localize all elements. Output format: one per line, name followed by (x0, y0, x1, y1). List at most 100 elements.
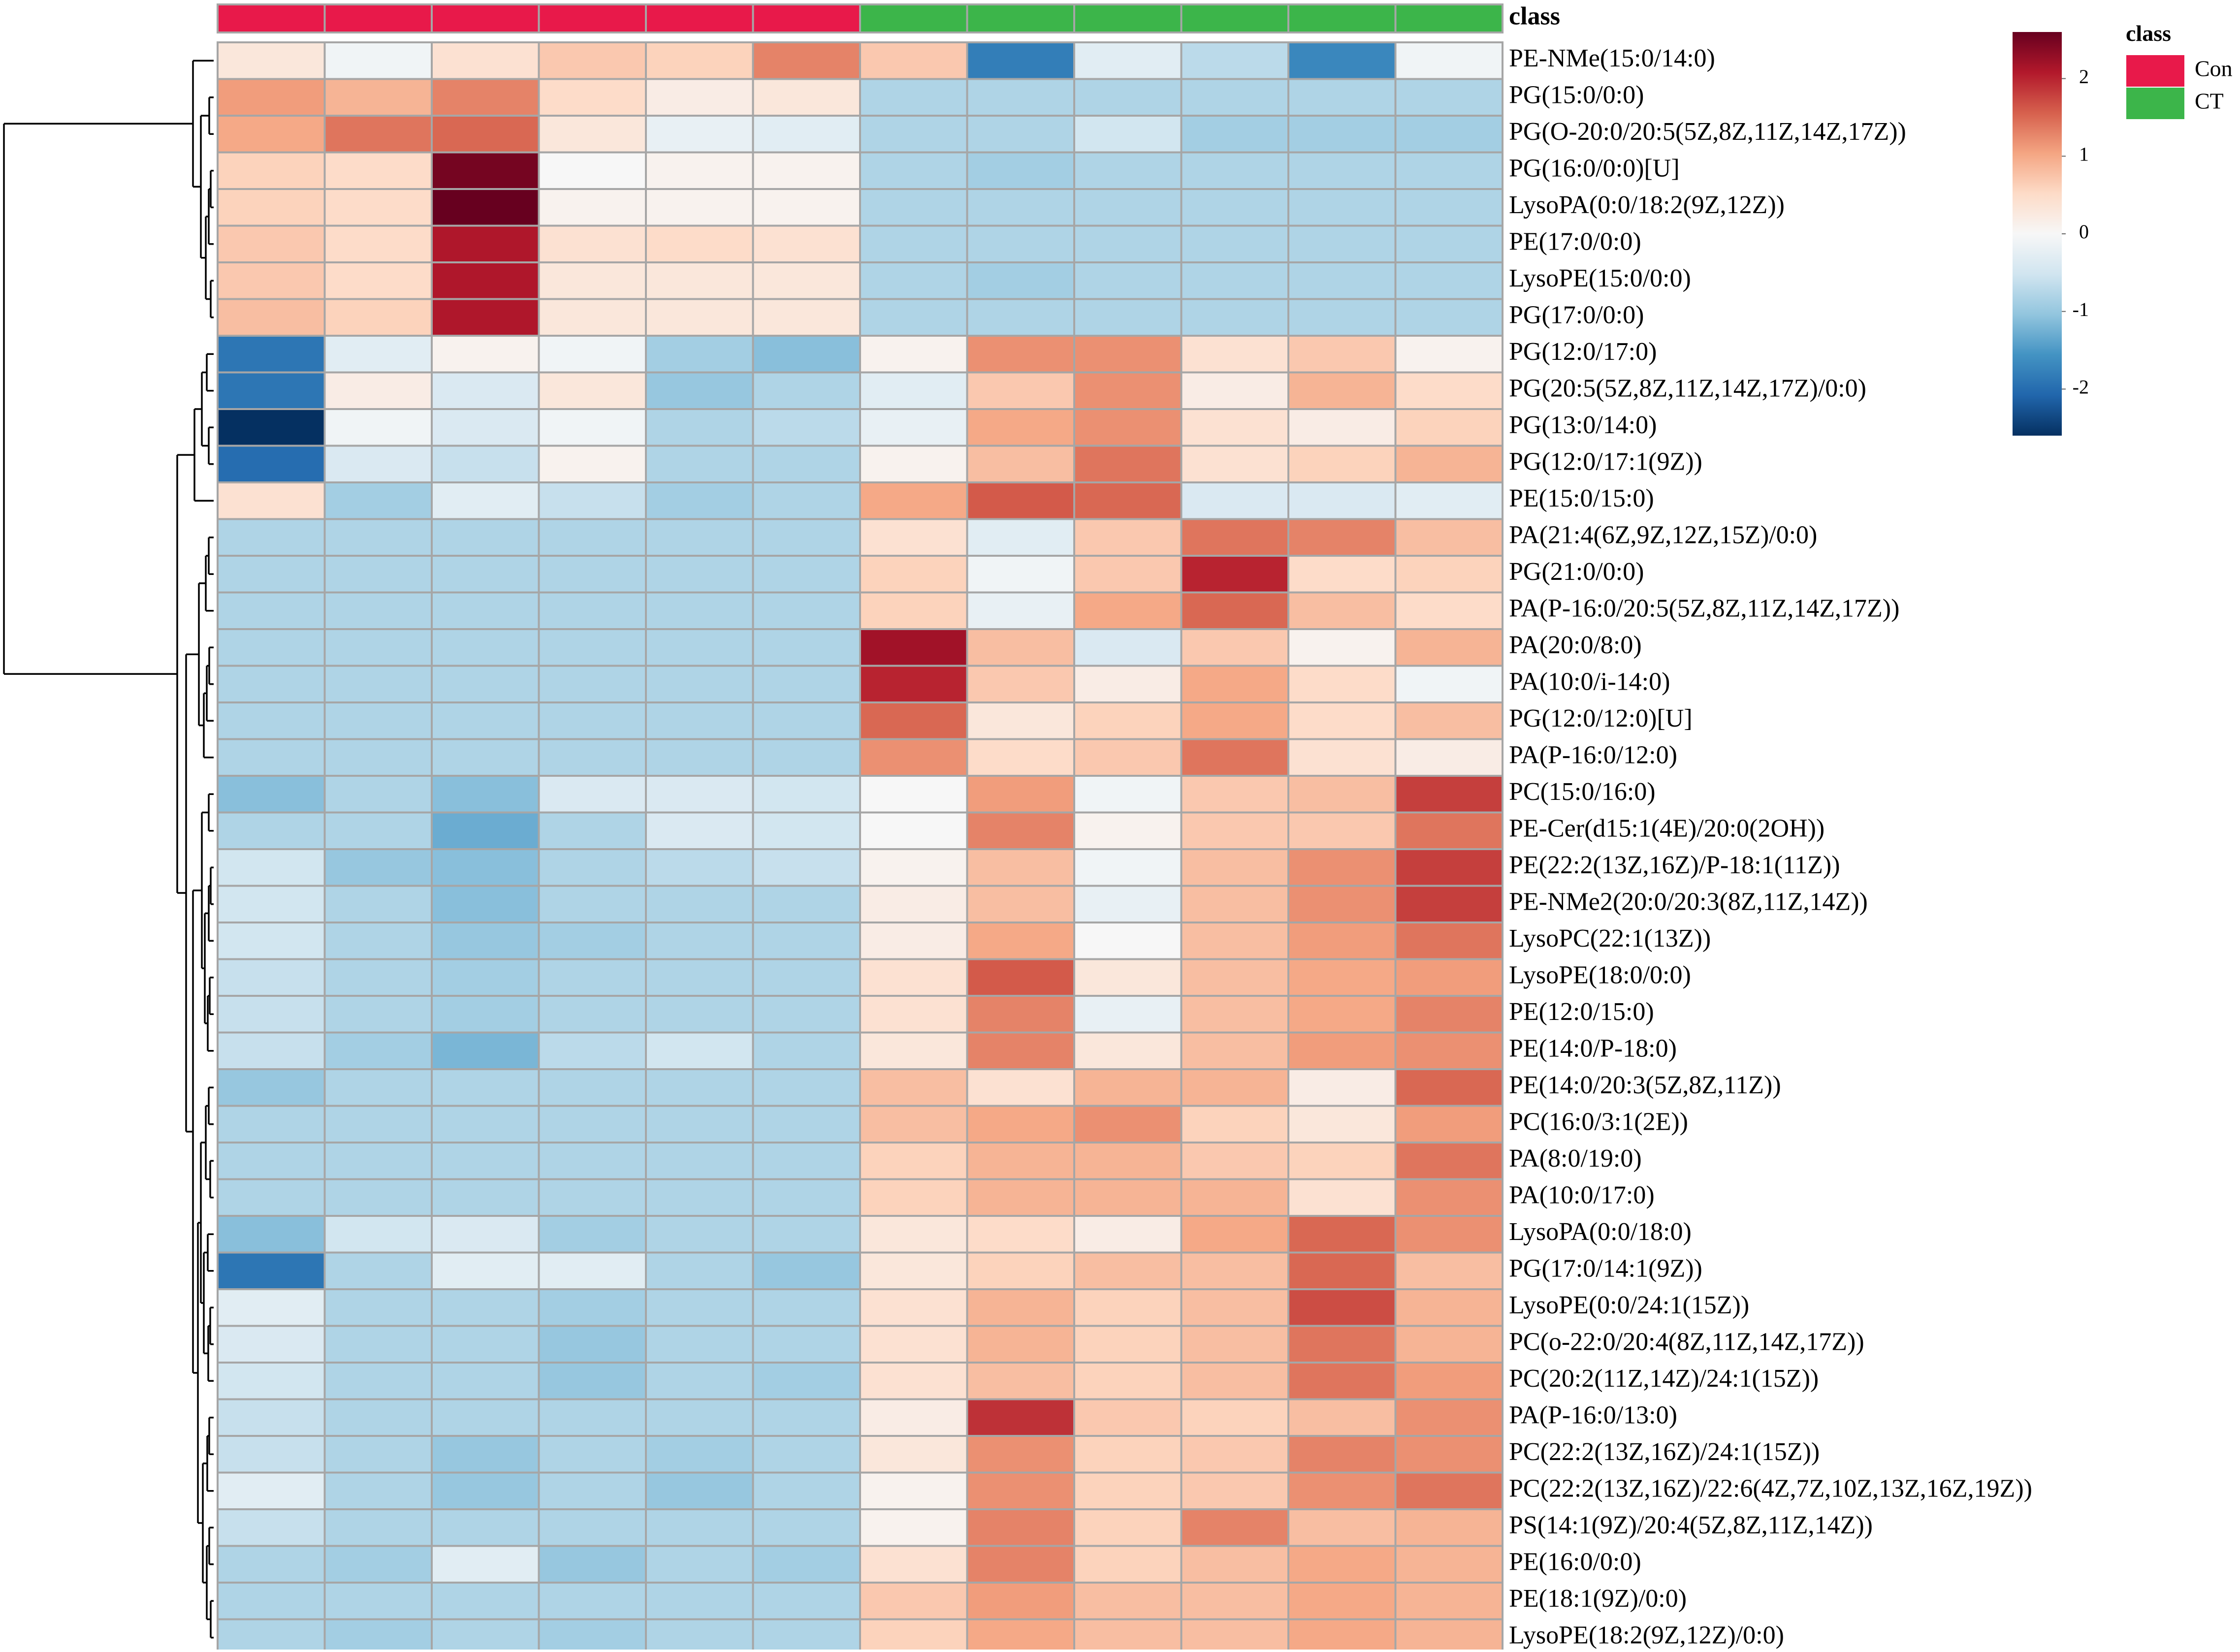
heatmap-cell (859, 775, 968, 814)
heatmap-cell (859, 555, 968, 594)
heatmap-cell (1073, 1215, 1183, 1254)
heatmap-cell (645, 1325, 754, 1364)
heatmap-cell (645, 1362, 754, 1400)
heatmap-cell (1073, 1471, 1183, 1510)
heatmap-cell (431, 1288, 540, 1327)
row-label: LysoPA(0:0/18:0) (1509, 1218, 1692, 1246)
heatmap-cell (859, 1545, 968, 1584)
heatmap-cell (859, 1398, 968, 1437)
heatmap-cell (1287, 995, 1397, 1034)
legend-label: CT (2195, 89, 2224, 114)
heatmap-cell (1287, 1178, 1397, 1217)
heatmap-cell (323, 1618, 433, 1652)
heatmap-cell (966, 518, 1075, 557)
heatmap-cell (966, 775, 1075, 814)
heatmap-cell (966, 738, 1075, 777)
heatmap-cell (1180, 1288, 1289, 1327)
annotation-cell (1073, 3, 1183, 33)
heatmap-cell (217, 1031, 326, 1070)
heatmap-cell (645, 775, 754, 814)
heatmap-cell (859, 261, 968, 300)
heatmap-cell (966, 224, 1075, 263)
heatmap-cell (431, 921, 540, 960)
heatmap-cell (1287, 518, 1397, 557)
heatmap-cell (217, 1398, 326, 1437)
heatmap-cell (1073, 78, 1183, 117)
heatmap-cell (859, 1325, 968, 1364)
heatmap-cell (1073, 701, 1183, 740)
heatmap-cell (1394, 1215, 1504, 1254)
heatmap-cell (752, 78, 861, 117)
heatmap-cell (538, 1582, 647, 1620)
heatmap-cell (966, 1178, 1075, 1217)
heatmap-cell (538, 261, 647, 300)
heatmap-cell (1180, 1582, 1289, 1620)
heatmap-cell (645, 1288, 754, 1327)
heatmap-cell (431, 1471, 540, 1510)
heatmap-cell (1180, 555, 1289, 594)
colorbar-tick-label: -1 (2073, 298, 2089, 320)
heatmap-cell (431, 628, 540, 667)
heatmap-cell (1394, 1031, 1504, 1070)
row-label: PC(20:2(11Z,14Z)/24:1(15Z)) (1509, 1365, 1819, 1393)
heatmap-cell (1073, 1288, 1183, 1327)
heatmap-cell (966, 958, 1075, 997)
heatmap-cell (859, 1435, 968, 1474)
heatmap-cell (538, 518, 647, 557)
heatmap-cell (645, 665, 754, 703)
row-label: LysoPE(0:0/24:1(15Z)) (1509, 1291, 1749, 1319)
heatmap-cell (1180, 1471, 1289, 1510)
heatmap-cell (1287, 1398, 1397, 1437)
heatmap-cell (859, 848, 968, 887)
row-dendrogram (3, 60, 214, 1639)
heatmap-cell (1287, 1508, 1397, 1547)
heatmap-cell (323, 1435, 433, 1474)
heatmap-cell (859, 958, 968, 997)
heatmap-cell (431, 1362, 540, 1400)
heatmap-cell (1287, 481, 1397, 520)
heatmap-cell (538, 1435, 647, 1474)
heatmap-cell (431, 371, 540, 410)
heatmap-cell (1394, 1545, 1504, 1584)
heatmap-cell (217, 115, 326, 154)
row-labels: PE-NMe(15:0/14:0) PG(15:0/0:0) PG(O-20:0/2… (1509, 44, 2032, 1650)
heatmap-cell (1287, 628, 1397, 667)
heatmap-cell (1073, 1105, 1183, 1144)
heatmap-cell (431, 555, 540, 594)
heatmap-cell (431, 1618, 540, 1652)
heatmap-cell (1180, 371, 1289, 410)
heatmap-cell (1394, 848, 1504, 887)
row-label: PC(22:2(13Z,16Z)/22:6(4Z,7Z,10Z,13Z,16Z,… (1509, 1475, 2032, 1503)
heatmap-cell (752, 1031, 861, 1070)
heatmap-cell (966, 885, 1075, 923)
heatmap-cell (966, 481, 1075, 520)
heatmap-cell (538, 115, 647, 154)
heatmap-cell (538, 1142, 647, 1180)
row-label: PA(10:0/17:0) (1509, 1181, 1655, 1209)
heatmap-cell (645, 224, 754, 263)
heatmap-cell (1073, 1142, 1183, 1180)
heatmap-cell (1180, 518, 1289, 557)
heatmap-cell (752, 1215, 861, 1254)
heatmap-cell (1073, 224, 1183, 263)
row-label: PE(14:0/20:3(5Z,8Z,11Z)) (1509, 1071, 1781, 1099)
heatmap-cell (538, 811, 647, 850)
heatmap-cell (859, 995, 968, 1034)
heatmap-cell (431, 775, 540, 814)
heatmap-cell (1073, 41, 1183, 80)
heatmap-cell (966, 1435, 1075, 1474)
heatmap-cell (1180, 1398, 1289, 1437)
heatmap-cell (538, 665, 647, 703)
heatmap-cell (1073, 775, 1183, 814)
heatmap-cell (1394, 115, 1504, 154)
annotation-cell (323, 3, 433, 33)
heatmap-cell (645, 151, 754, 190)
heatmap-cell (859, 811, 968, 850)
heatmap-cell (323, 261, 433, 300)
heatmap-cell (1287, 701, 1397, 740)
heatmap-cell (752, 591, 861, 630)
heatmap-cell (538, 591, 647, 630)
annotation-cell (966, 3, 1075, 33)
heatmap-cell (217, 738, 326, 777)
heatmap-cell (1073, 628, 1183, 667)
